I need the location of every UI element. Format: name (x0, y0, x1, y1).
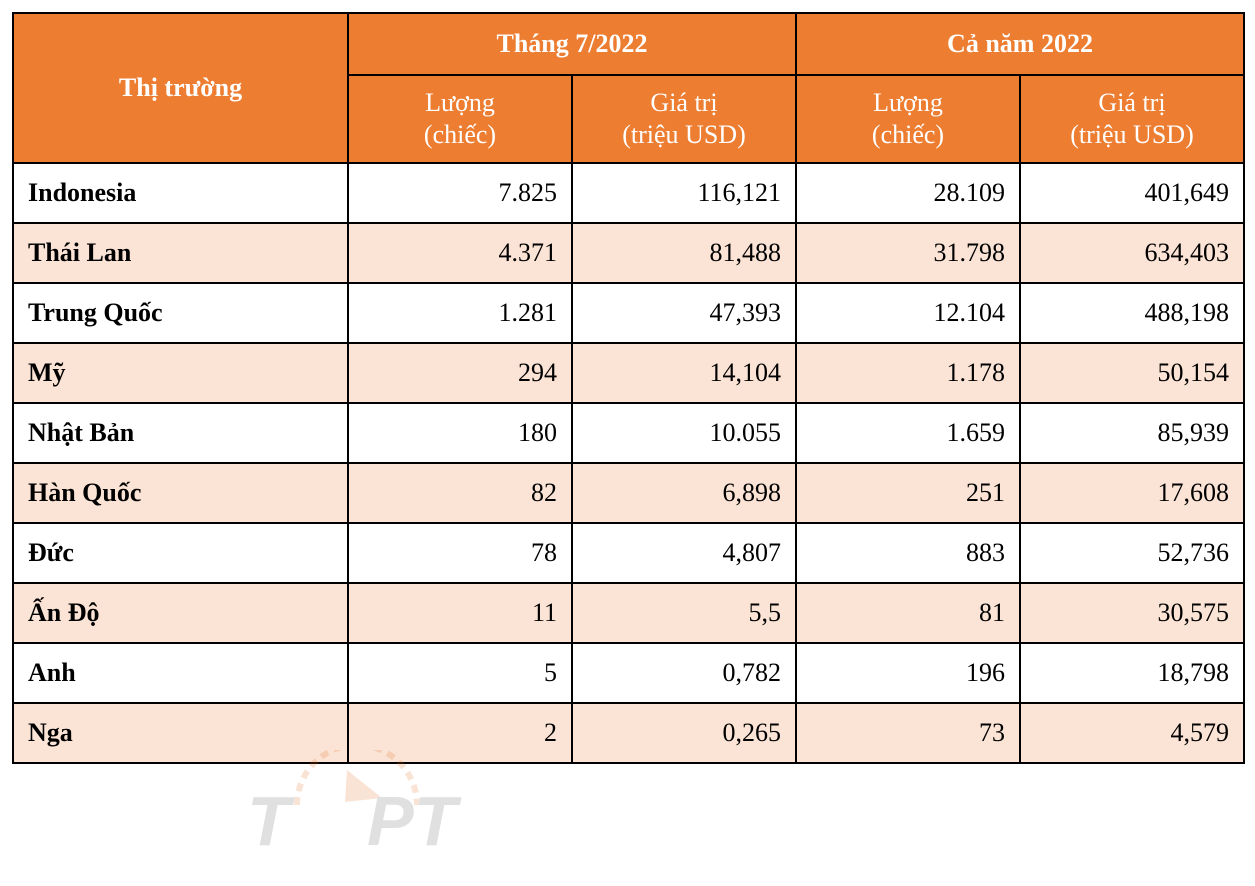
cell-p2-val: 85,939 (1020, 403, 1244, 463)
cell-p1-val: 0,782 (572, 643, 796, 703)
table-row: Anh 5 0,782 196 18,798 (13, 643, 1244, 703)
cell-p1-val: 81,488 (572, 223, 796, 283)
table-row: Mỹ 294 14,104 1.178 50,154 (13, 343, 1244, 403)
cell-p1-val: 0,265 (572, 703, 796, 763)
watermark-logo: T PT (227, 750, 487, 860)
cell-market: Nhật Bản (13, 403, 348, 463)
cell-p2-val: 30,575 (1020, 583, 1244, 643)
table-container: T PT Thị trường Tháng 7/2022 Cả năm 2022… (12, 12, 1243, 764)
cell-p2-val: 488,198 (1020, 283, 1244, 343)
cell-p2-qty: 196 (796, 643, 1020, 703)
col-header-period2: Cả năm 2022 (796, 13, 1244, 75)
cell-p2-val: 17,608 (1020, 463, 1244, 523)
cell-p1-val: 116,121 (572, 163, 796, 223)
table-row: Indonesia 7.825 116,121 28.109 401,649 (13, 163, 1244, 223)
table-row: Trung Quốc 1.281 47,393 12.104 488,198 (13, 283, 1244, 343)
cell-p1-val: 6,898 (572, 463, 796, 523)
cell-p2-val: 634,403 (1020, 223, 1244, 283)
cell-p1-val: 5,5 (572, 583, 796, 643)
cell-p1-val: 4,807 (572, 523, 796, 583)
cell-p2-val: 18,798 (1020, 643, 1244, 703)
cell-p2-val: 401,649 (1020, 163, 1244, 223)
col-header-p1-qty: Lượng(chiếc) (348, 75, 572, 163)
cell-p2-val: 4,579 (1020, 703, 1244, 763)
cell-p1-val: 14,104 (572, 343, 796, 403)
cell-p2-qty: 31.798 (796, 223, 1020, 283)
cell-p1-qty: 7.825 (348, 163, 572, 223)
cell-market: Mỹ (13, 343, 348, 403)
table-row: Hàn Quốc 82 6,898 251 17,608 (13, 463, 1244, 523)
table-row: Nhật Bản 180 10.055 1.659 85,939 (13, 403, 1244, 463)
col-header-p2-qty: Lượng(chiếc) (796, 75, 1020, 163)
cell-market: Nga (13, 703, 348, 763)
cell-p1-qty: 82 (348, 463, 572, 523)
cell-market: Đức (13, 523, 348, 583)
cell-market: Indonesia (13, 163, 348, 223)
market-table: Thị trường Tháng 7/2022 Cả năm 2022 Lượn… (12, 12, 1245, 764)
table-row: Thái Lan 4.371 81,488 31.798 634,403 (13, 223, 1244, 283)
cell-p1-qty: 2 (348, 703, 572, 763)
cell-p1-qty: 1.281 (348, 283, 572, 343)
cell-p2-qty: 73 (796, 703, 1020, 763)
cell-market: Ấn Độ (13, 583, 348, 643)
watermark-text-right: PT (367, 782, 462, 860)
cell-p1-qty: 294 (348, 343, 572, 403)
cell-p2-qty: 12.104 (796, 283, 1020, 343)
table-row: Đức 78 4,807 883 52,736 (13, 523, 1244, 583)
watermark-text-left: T (247, 782, 295, 860)
col-header-period1: Tháng 7/2022 (348, 13, 796, 75)
cell-p1-qty: 180 (348, 403, 572, 463)
cell-p2-qty: 1.178 (796, 343, 1020, 403)
cell-p2-qty: 251 (796, 463, 1020, 523)
cell-market: Thái Lan (13, 223, 348, 283)
cell-market: Trung Quốc (13, 283, 348, 343)
cell-p1-qty: 11 (348, 583, 572, 643)
cell-market: Anh (13, 643, 348, 703)
cell-p2-qty: 1.659 (796, 403, 1020, 463)
table-row: Nga 2 0,265 73 4,579 (13, 703, 1244, 763)
cell-p2-val: 50,154 (1020, 343, 1244, 403)
col-header-p1-val: Giá trị(triệu USD) (572, 75, 796, 163)
cell-p2-qty: 883 (796, 523, 1020, 583)
cell-p1-val: 47,393 (572, 283, 796, 343)
col-header-p2-val: Giá trị(triệu USD) (1020, 75, 1244, 163)
cell-p1-qty: 4.371 (348, 223, 572, 283)
cell-p1-val: 10.055 (572, 403, 796, 463)
cell-market: Hàn Quốc (13, 463, 348, 523)
cell-p1-qty: 78 (348, 523, 572, 583)
cell-p2-qty: 28.109 (796, 163, 1020, 223)
cell-p1-qty: 5 (348, 643, 572, 703)
cell-p2-val: 52,736 (1020, 523, 1244, 583)
cell-p2-qty: 81 (796, 583, 1020, 643)
col-header-market: Thị trường (13, 13, 348, 163)
table-row: Ấn Độ 11 5,5 81 30,575 (13, 583, 1244, 643)
